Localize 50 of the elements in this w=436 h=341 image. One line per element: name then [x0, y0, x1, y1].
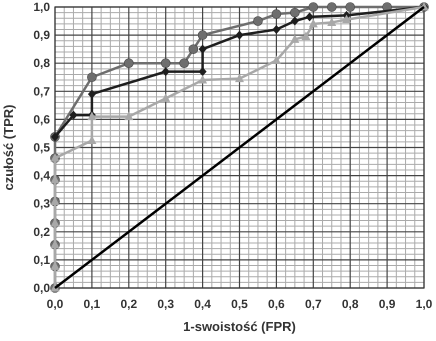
point: [198, 30, 208, 40]
point: [326, 2, 337, 12]
point: [198, 75, 208, 84]
point: [198, 67, 207, 76]
x-tick-label: 0,3: [157, 297, 174, 311]
y-tick-label: 1,0: [33, 0, 50, 14]
point: [342, 14, 352, 24]
y-tick-label: 0,7: [33, 84, 50, 98]
y-tick-label: 0,0: [33, 281, 50, 295]
y-tick-label: 0,4: [33, 168, 50, 183]
point: [179, 58, 189, 68]
point: [161, 93, 170, 102]
y-tick-label: 0,1: [33, 252, 50, 267]
x-axis-title: 1-swoistość (FPR): [183, 319, 296, 334]
point: [69, 110, 78, 120]
point: [235, 74, 244, 82]
x-tick-label: 0,0: [46, 297, 64, 311]
x-tick-label: 0,7: [304, 297, 322, 311]
x-tick-label: 0,8: [342, 297, 359, 311]
x-tick-label: 0,9: [378, 297, 396, 311]
x-tick-label: 0,5: [231, 297, 248, 311]
x-tick-label: 0,6: [268, 297, 286, 311]
point: [308, 2, 318, 12]
point: [236, 30, 244, 40]
y-tick-label: 0,6: [33, 112, 50, 126]
y-tick-label: 0,9: [33, 28, 50, 42]
y-tick-label: 0,8: [33, 56, 50, 70]
point: [308, 18, 318, 28]
x-tick-label: 0,4: [194, 297, 212, 311]
point: [272, 24, 280, 34]
point: [124, 58, 134, 68]
y-tick-label: 0,2: [33, 224, 50, 239]
x-tick-label: 0,1: [84, 297, 101, 311]
point: [290, 34, 300, 43]
point: [301, 32, 310, 40]
point: [188, 44, 198, 54]
x-tick-label: 1,0: [416, 297, 433, 311]
x-tick-label: 0,2: [120, 297, 138, 311]
point: [253, 16, 263, 26]
point: [87, 72, 97, 82]
point: [272, 9, 282, 19]
y-tick-label: 0,5: [33, 140, 50, 154]
point: [290, 16, 299, 26]
point: [290, 8, 300, 18]
y-tick-label: 0,3: [33, 196, 50, 211]
y-axis-title: czułość (TPR): [1, 104, 16, 190]
point: [345, 2, 355, 12]
point: [160, 58, 170, 68]
point: [162, 67, 170, 76]
point: [124, 112, 134, 120]
